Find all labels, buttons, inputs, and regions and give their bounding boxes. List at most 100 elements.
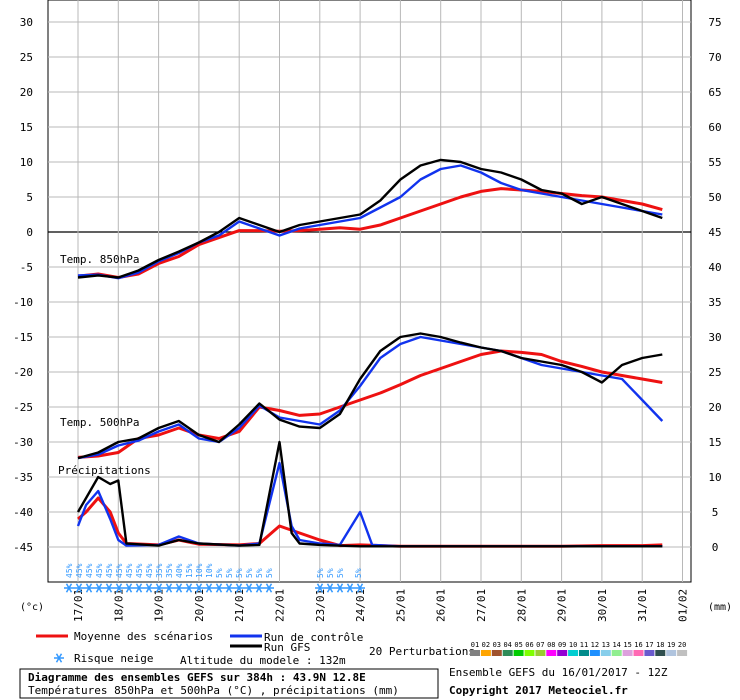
right-tick-label: 65: [708, 86, 721, 99]
grid: [47, 0, 692, 583]
x-tick-label: 30/01: [596, 589, 609, 622]
x-tick-label: 19/01: [153, 589, 166, 622]
series-line-t500: [77, 349, 663, 459]
right-tick-label: 0: [712, 541, 719, 554]
left-tick-label: 30: [20, 16, 33, 29]
perturbation-swatch: [611, 650, 622, 656]
perturbation-number: 13: [602, 641, 610, 649]
snow-flake-icon: [64, 583, 74, 593]
perturbation-number: 05: [514, 641, 522, 649]
perturbation-swatch: [666, 650, 677, 656]
series-line-t850: [77, 158, 663, 279]
left-axis-unit: (°c): [20, 602, 44, 613]
snow-flake-icon: [114, 583, 124, 593]
perturbation-swatch: [557, 650, 568, 656]
series-line-t850: [77, 164, 663, 280]
perturbation-swatch: [622, 650, 633, 656]
perturbation-swatch: [655, 650, 666, 656]
perturbation-number: 18: [656, 641, 664, 649]
legend-control-label: Run de contrôle: [264, 631, 363, 644]
right-tick-label: 35: [708, 296, 721, 309]
perturbation-number: 04: [503, 641, 511, 649]
legend-perturbations-label: 20 Perturbations: [369, 645, 475, 658]
left-tick-label: -35: [13, 471, 33, 484]
x-tick-label: 27/01: [475, 589, 488, 622]
left-tick-label: 10: [20, 156, 33, 169]
perturbation-swatch: [589, 650, 600, 656]
right-tick-label: 70: [708, 51, 721, 64]
altitude-text: Altitude du modele : 132m: [180, 654, 346, 667]
snow-flake-icon: [264, 583, 274, 593]
snow-icon: [54, 653, 64, 663]
right-tick-label: 50: [708, 191, 721, 204]
x-tick-label: 31/01: [636, 589, 649, 622]
left-tick-label: -15: [13, 331, 33, 344]
snow-flake-icon: [315, 583, 325, 593]
snow-flake-icon: [234, 583, 244, 593]
perturbation-number: 19: [667, 641, 675, 649]
snow-risk-label: 45%: [75, 563, 84, 578]
snow-risk-label: 40%: [175, 563, 184, 578]
perturbation-number: 08: [547, 641, 555, 649]
perturbation-number: 12: [591, 641, 599, 649]
perturbation-swatch: [644, 650, 655, 656]
right-tick-label: 30: [708, 331, 721, 344]
snow-risk-label: 45%: [95, 563, 104, 578]
snow-risk-label: 45%: [135, 563, 144, 578]
series-line-t500: [77, 332, 663, 460]
snow-risk-label: 45%: [125, 563, 134, 578]
left-tick-label: -30: [13, 436, 33, 449]
panel-label-precip: Précipitations: [58, 464, 151, 477]
perturbation-number: 20: [678, 641, 686, 649]
snow-flake-icon: [124, 583, 134, 593]
legend-gfs-label: Run GFS: [264, 641, 310, 654]
perturbation-number: 15: [623, 641, 631, 649]
left-axis: 30 25 20 15 10 5 0 -5 -10 -15 -20 -25 -30 -35 -40 -45: [13, 16, 33, 554]
snow-risk-label: 15%: [185, 563, 194, 578]
snow-flake-icon: [84, 583, 94, 593]
snow-flake-icon: [214, 583, 224, 593]
panel-label-t500: Temp. 500hPa: [60, 416, 139, 429]
perturbation-number: 02: [482, 641, 490, 649]
snow-flake-icon: [254, 583, 264, 593]
snow-risk-row: 45% 45% 45% 45% 45% 45% 45% 45% 45% 35% 35% 40% 15% 1…: [64, 563, 365, 593]
right-tick-label: 10: [708, 471, 721, 484]
snow-risk-label: 5%: [326, 568, 335, 578]
perturbation-swatch: [502, 650, 513, 656]
panel-label-t850: Temp. 850hPa: [60, 253, 139, 266]
perturbation-number: 16: [634, 641, 642, 649]
snow-flake-icon: [244, 583, 254, 593]
snow-risk-label: 10%: [195, 563, 204, 578]
left-tick-label: -25: [13, 401, 33, 414]
snow-flake-icon: [184, 583, 194, 593]
snow-risk-label: 45%: [65, 563, 74, 578]
x-tick-label: 25/01: [394, 589, 407, 622]
snow-flake-icon: [204, 583, 214, 593]
snow-risk-label: 10%: [205, 563, 214, 578]
left-tick-label: 25: [20, 51, 33, 64]
snow-flake-icon: [134, 583, 144, 593]
snow-risk-label: 35%: [155, 563, 164, 578]
left-tick-label: 15: [20, 121, 33, 134]
legend-snow-label: Risque neige: [74, 652, 153, 665]
snow-flake-icon: [335, 583, 345, 593]
right-tick-label: 5: [712, 506, 719, 519]
perturbation-swatch: [535, 650, 546, 656]
perturbation-swatch: [546, 650, 557, 656]
footer-title: Diagramme des ensembles GEFS sur 384h : …: [28, 671, 366, 684]
snow-risk-label: 5%: [336, 568, 345, 578]
snow-risk-label: 5%: [354, 568, 363, 578]
footer-run-info: Ensemble GEFS du 16/01/2017 - 12Z: [449, 666, 668, 679]
right-tick-label: 75: [708, 16, 721, 29]
right-tick-label: 15: [708, 436, 721, 449]
right-tick-label: 55: [708, 156, 721, 169]
x-tick-label: 21/01: [233, 589, 246, 622]
perturbation-number: 09: [558, 641, 566, 649]
perturbation-swatch: [524, 650, 535, 656]
series-line-t850: [77, 187, 663, 279]
snow-flake-icon: [174, 583, 184, 593]
perturbation-number: 17: [645, 641, 653, 649]
snow-flake-icon: [74, 583, 84, 593]
